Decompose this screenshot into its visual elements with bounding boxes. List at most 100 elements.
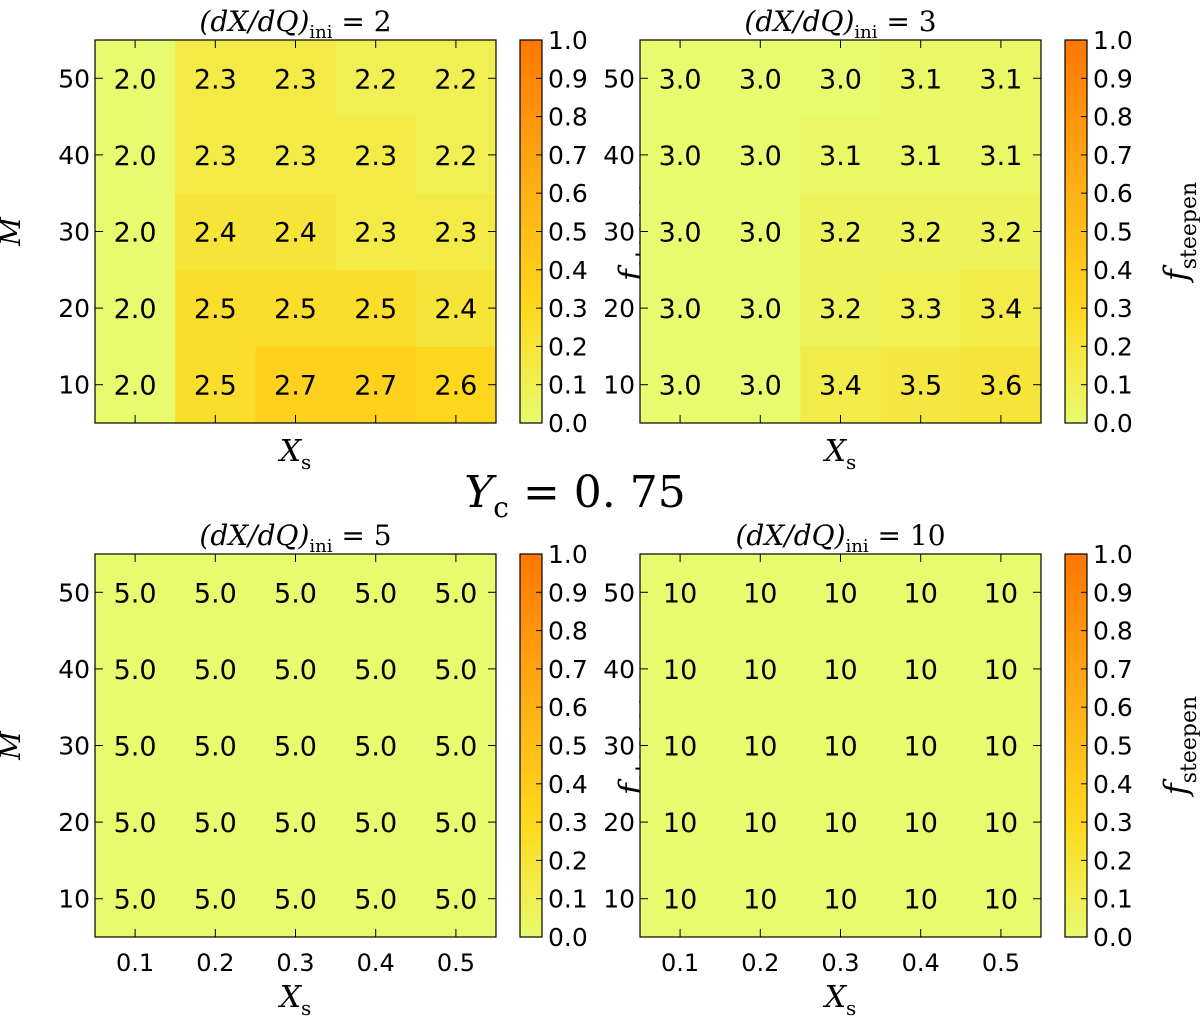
colorbar-tick-label: 0.3 <box>1093 808 1133 837</box>
colorbar-tick-label: 0.8 <box>1093 617 1133 646</box>
cell-label: 3.0 <box>739 141 782 172</box>
x-axis-label-main: X <box>823 434 848 469</box>
cell-label: 5.0 <box>274 885 317 916</box>
heatmap-cell <box>640 707 721 785</box>
heatmap-cell <box>95 346 176 424</box>
colorbar-tick-label: 0.2 <box>548 846 588 875</box>
cell-label: 10 <box>743 655 777 686</box>
cell-label: 5.0 <box>434 808 477 839</box>
colorbar-label: fsteepen <box>1157 696 1200 797</box>
cell-label: 3.1 <box>979 141 1022 172</box>
panel-title-main: (dX/dQ) <box>735 519 845 552</box>
heatmap-cell <box>720 269 801 347</box>
cell-label: 3.2 <box>819 294 862 325</box>
cell-label: 2.7 <box>354 371 397 402</box>
colorbar-tick-label: 1.0 <box>1093 540 1133 569</box>
colorbar-tick-label: 0.1 <box>548 885 588 914</box>
x-axis-label-main: X <box>278 980 303 1015</box>
colorbar-tick-label: 0.8 <box>548 617 588 646</box>
cell-label: 2.2 <box>434 141 477 172</box>
cell-label: 3.1 <box>979 64 1022 95</box>
colorbar-tick-label: 0.6 <box>548 693 588 722</box>
panel-title-sub: ini <box>309 536 332 557</box>
colorbar: 0.00.10.20.30.40.50.60.70.80.91.0fsteepe… <box>1064 26 1200 438</box>
cell-label: 5.0 <box>434 578 477 609</box>
cell-label: 10 <box>904 732 938 763</box>
x-tick-label: 0.1 <box>116 949 154 977</box>
cell-label: 2.5 <box>354 294 397 325</box>
colorbar-tick-label: 1.0 <box>548 26 588 55</box>
colorbar-tick-label: 0.6 <box>1093 693 1133 722</box>
heatmap-cell <box>960 193 1042 271</box>
cell-label: 3.2 <box>979 218 1022 249</box>
heatmap-cell <box>960 346 1042 424</box>
panel-title-sub: ini <box>846 536 869 557</box>
cell-label: 10 <box>904 808 938 839</box>
colorbar-label-sub: steepen <box>1177 696 1200 783</box>
panel-title-main: (dX/dQ) <box>744 5 854 38</box>
cell-label: 2.4 <box>274 218 317 249</box>
panel-title-main: (dX/dQ) <box>199 5 309 38</box>
cell-label: 10 <box>743 885 777 916</box>
panel-title-rest: = 2 <box>333 5 392 38</box>
cell-label: 5.0 <box>114 578 157 609</box>
heatmap-cell <box>255 783 337 861</box>
x-axis-label-sub: s <box>846 450 856 474</box>
colorbar-tick-label: 0.2 <box>548 332 588 361</box>
cell-label: 5.0 <box>354 808 397 839</box>
colorbar-label-sub: steepen <box>1177 182 1200 269</box>
panel-title-main: (dX/dQ) <box>199 519 309 552</box>
cell-label: 3.2 <box>819 218 862 249</box>
panel-title: (dX/dQ)ini = 10 <box>735 519 945 557</box>
cell-label: 5.0 <box>194 808 237 839</box>
heatmap-cell <box>960 40 1042 118</box>
cell-label: 10 <box>984 885 1018 916</box>
cell-label: 5.0 <box>274 655 317 686</box>
heatmap-cell <box>335 346 417 424</box>
heatmap-cell <box>880 783 962 861</box>
cell-label: 10 <box>904 885 938 916</box>
cell-label: 2.0 <box>114 294 157 325</box>
cell-label: 10 <box>663 732 697 763</box>
cell-label: 3.4 <box>819 371 862 402</box>
heatmap-cell <box>640 40 721 118</box>
cell-label: 10 <box>984 732 1018 763</box>
heatmap-cell <box>640 346 721 424</box>
colorbar: 0.00.10.20.30.40.50.60.70.80.91.0fsteepe… <box>519 540 657 952</box>
cell-label: 10 <box>663 808 697 839</box>
heatmap-cell <box>175 269 256 347</box>
cell-label: 2.4 <box>434 294 477 325</box>
heatmap-cell <box>175 116 256 194</box>
colorbar-tick-label: 0.0 <box>1093 923 1133 952</box>
x-axis-label-main: X <box>278 434 303 469</box>
cell-label: 3.0 <box>659 141 702 172</box>
panel-title-sub: ini <box>854 22 877 43</box>
heatmap-cell <box>800 707 882 785</box>
heatmap-cell <box>960 269 1042 347</box>
cell-label: 5.0 <box>354 885 397 916</box>
heatmap-cell <box>960 116 1042 194</box>
x-tick-label: 0.4 <box>357 949 395 977</box>
heatmap-cell <box>255 554 337 632</box>
cell-label: 5.0 <box>354 732 397 763</box>
heatmap-cell <box>95 269 176 347</box>
heatmap-cell <box>800 269 882 347</box>
heatmap-cell <box>175 346 256 424</box>
heatmap-cell <box>640 193 721 271</box>
colorbar-tick-label: 0.3 <box>548 808 588 837</box>
heatmap-cell <box>95 630 176 708</box>
cell-label: 10 <box>823 655 857 686</box>
colorbar-tick-label: 1.0 <box>548 540 588 569</box>
colorbar-tick-label: 1.0 <box>1093 26 1133 55</box>
heatmap-panels: 2.0 2.5 2.7 2.7 2.6 2.0 2.5 2.5 2.5 2.4 2.0 2.4 2.4 2… <box>0 5 1200 1020</box>
cell-label: 5.0 <box>114 885 157 916</box>
cell-label: 3.1 <box>819 141 862 172</box>
heatmap-cell <box>175 630 256 708</box>
center-label-main: Y <box>464 467 497 518</box>
center-label-rest: = 0. 75 <box>509 467 686 518</box>
heatmap-cell <box>255 707 337 785</box>
cell-label: 2.3 <box>354 218 397 249</box>
colorbar-tick-label: 0.4 <box>548 770 588 799</box>
colorbar-tick-label: 0.2 <box>1093 332 1133 361</box>
